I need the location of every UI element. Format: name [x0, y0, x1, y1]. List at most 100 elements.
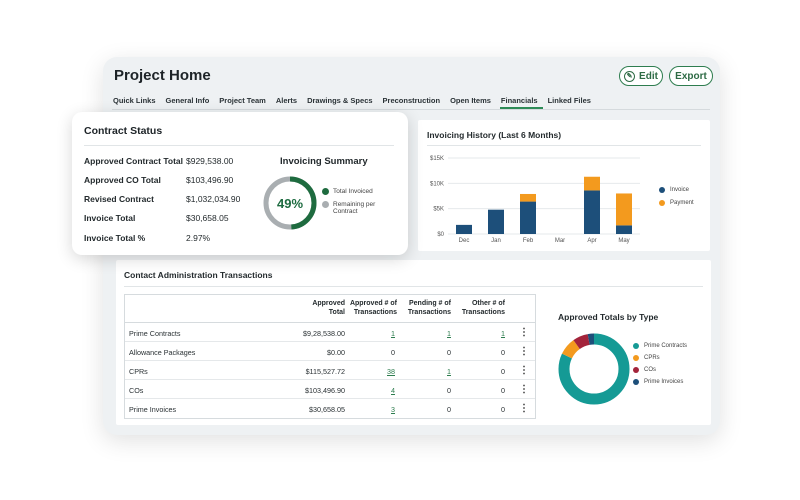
contract-status-card: Contract Status Approved Contract Total $… [72, 112, 408, 255]
row-menu-icon[interactable]: ⋮ [519, 365, 529, 376]
row-menu-icon[interactable]: ⋮ [519, 384, 529, 395]
x-tick-label: Feb [523, 238, 534, 244]
table-row: COs $103,496.90 4 0 0 ⋮ [125, 380, 535, 399]
bar-invoice-feb[interactable] [520, 201, 536, 234]
legend-item: COs [633, 367, 656, 373]
legend-remaining-label: Remaining per Contract [333, 201, 376, 215]
table-row: CPRs $115,527.72 38 1 0 ⋮ [125, 361, 535, 380]
x-tick-label: Mar [555, 238, 565, 244]
contract-status-title: Contract Status [84, 125, 163, 137]
row-other-count: 0 [501, 367, 505, 376]
col-approved-total: Approved Total [312, 300, 345, 316]
tab-linked-files[interactable]: Linked Files [547, 96, 591, 105]
contract-status-label: Approved Contract Total [84, 156, 184, 166]
row-approved-total: $115,527.72 [305, 367, 345, 376]
remaining-dot-icon [322, 201, 329, 208]
row-name: Prime Contracts [129, 329, 181, 338]
tab-bar: Quick Links General Info Project Team Al… [112, 90, 710, 110]
y-tick-label: $5K [433, 207, 444, 213]
tab-quick-links[interactable]: Quick Links [113, 96, 156, 105]
contract-status-label: Invoice Total % [84, 233, 146, 243]
row-pending-count[interactable]: 1 [447, 367, 451, 376]
legend-dot-icon [633, 367, 639, 373]
row-approved-total: $9,28,538.00 [303, 329, 345, 338]
bar-payment-apr[interactable] [584, 176, 600, 191]
tab-financials[interactable]: Financials [499, 90, 543, 109]
tab-alerts[interactable]: Alerts [275, 96, 298, 105]
row-pending-count: 0 [447, 386, 451, 395]
slice-prime-invoices[interactable] [558, 333, 630, 405]
x-tick-label: May [618, 238, 629, 244]
divider [124, 286, 703, 287]
legend-label: CPRs [644, 355, 660, 361]
row-approved-count[interactable]: 1 [391, 329, 395, 338]
bar-invoice-dec[interactable] [456, 224, 472, 234]
contact-admin-title: Contact Administration Transactions [124, 270, 273, 280]
row-menu-icon[interactable]: ⋮ [519, 403, 529, 414]
contract-status-value: 2.97% [186, 233, 211, 243]
bar-invoice-jan[interactable] [488, 209, 504, 234]
total-invoiced-dot-icon [322, 188, 329, 195]
row-name: COs [129, 386, 144, 395]
contract-status-label: Revised Contract [84, 194, 154, 204]
contact-admin-panel: Contact Administration Transactions Appr… [116, 260, 711, 425]
tab-preconstruction[interactable]: Preconstruction [382, 96, 441, 105]
invoicing-history-panel: Invoicing History (Last 6 Months) $0 $5K $… [418, 120, 710, 251]
divider [427, 145, 701, 146]
row-approved-count[interactable]: 3 [391, 405, 395, 414]
edit-button[interactable]: ✎ Edit [619, 66, 663, 86]
bar-payment-feb[interactable] [520, 193, 536, 202]
legend-item: Prime Contracts [633, 343, 687, 349]
row-other-count[interactable]: 1 [501, 329, 505, 338]
row-pending-count: 0 [447, 348, 451, 357]
approved-totals-title: Approved Totals by Type [558, 312, 659, 322]
row-other-count: 0 [501, 386, 505, 395]
row-name: Allowance Packages [129, 348, 196, 357]
row-pending-count[interactable]: 1 [447, 329, 451, 338]
legend-label: Prime Contracts [644, 343, 688, 349]
tab-general-info[interactable]: General Info [165, 96, 210, 105]
invoiced-arc [263, 176, 317, 230]
invoiced-percent: 49% [276, 195, 304, 211]
page-title: Project Home [114, 67, 211, 84]
row-approved-total: $30,658.05 [309, 405, 345, 414]
approved-totals-donut [558, 333, 630, 405]
bar-invoice-may[interactable] [616, 225, 632, 234]
row-pending-count: 0 [447, 405, 451, 414]
bar-invoice-apr[interactable] [584, 190, 600, 234]
invoicing-history-title: Invoicing History (Last 6 Months) [427, 130, 562, 140]
export-button[interactable]: Export [669, 66, 713, 86]
table-body: Prime Contracts $9,28,538.00 1 1 1 ⋮ Allowance… [125, 323, 535, 418]
row-approved-total: $103,496.90 [305, 386, 345, 395]
y-tick-label: $10K [430, 181, 444, 187]
row-approved-count[interactable]: 4 [391, 386, 395, 395]
legend-dot-icon [633, 355, 639, 361]
x-tick-label: Dec [459, 238, 470, 244]
legend-item: Prime Invoices [633, 379, 683, 385]
row-menu-icon[interactable]: ⋮ [519, 327, 529, 338]
legend-label: COs [644, 367, 656, 373]
bar-payment-may[interactable] [616, 193, 632, 226]
legend-item: CPRs [633, 355, 660, 361]
tab-open-items[interactable]: Open Items [450, 96, 491, 105]
y-tick-label: $15K [430, 156, 444, 162]
legend-invoice-label: Invoice [670, 187, 690, 193]
edit-button-label: Edit [639, 70, 658, 82]
legend-total-invoiced: Total Invoiced [322, 188, 373, 195]
row-name: CPRs [129, 367, 148, 376]
row-menu-icon[interactable]: ⋮ [519, 346, 529, 357]
col-approved-n: Approved # of Transactions [349, 300, 397, 316]
legend-payment: Payment [659, 200, 694, 206]
row-approved-count[interactable]: 38 [387, 367, 395, 376]
table-header: Approved Total Approved # of Transaction… [125, 295, 535, 323]
pencil-icon: ✎ [624, 70, 636, 82]
legend-dot-icon [633, 343, 639, 349]
contract-status-value: $30,658.05 [186, 213, 229, 223]
tab-drawings-specs[interactable]: Drawings & Specs [307, 96, 373, 105]
legend-remaining: Remaining per Contract [322, 201, 388, 215]
legend-invoice: Invoice [659, 187, 689, 193]
contract-status-value: $103,496.90 [186, 175, 234, 185]
tab-project-team[interactable]: Project Team [219, 96, 266, 105]
row-approved-total: $0.00 [327, 348, 345, 357]
table-row: Allowance Packages $0.00 0 0 0 ⋮ [125, 342, 535, 361]
